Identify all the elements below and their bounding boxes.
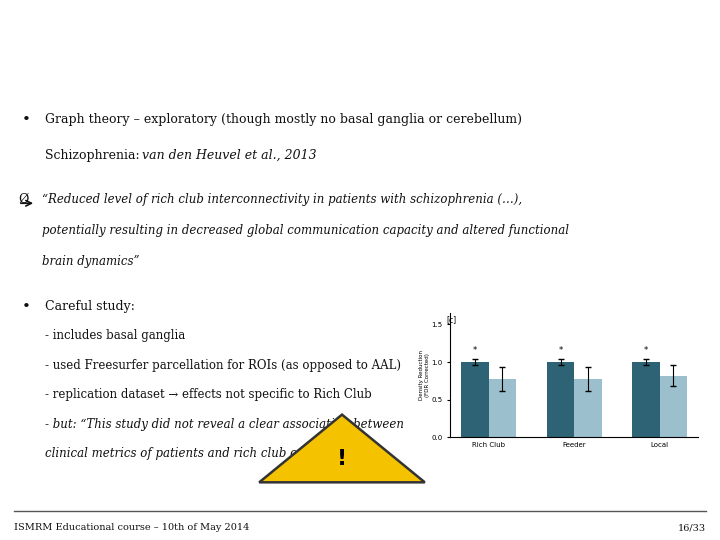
Bar [575, 379, 602, 437]
Text: *: * [473, 346, 477, 355]
Bar [489, 379, 516, 437]
Text: potentially resulting in decreased global communication capacity and altered fun: potentially resulting in decreased globa… [42, 224, 569, 237]
Text: Graph-based approach in schizophrenia: Graph-based approach in schizophrenia [178, 60, 542, 78]
Text: Graph theory – exploratory (though mostly no basal ganglia or cerebellum): Graph theory – exploratory (though mostl… [45, 113, 521, 126]
Text: Schizophrenia:: Schizophrenia: [45, 149, 143, 162]
Polygon shape [259, 415, 425, 482]
Text: - used Freesurfer parcellation for ROIs (as opposed to AAL): - used Freesurfer parcellation for ROIs … [45, 359, 400, 372]
Bar [632, 362, 660, 437]
Text: Resting-state fMRI analysis:: Resting-state fMRI analysis: [231, 21, 489, 39]
Text: [c]: [c] [446, 315, 456, 325]
Text: 16/33: 16/33 [678, 523, 706, 532]
Y-axis label: Density Reduction
(FDR Corrected): Density Reduction (FDR Corrected) [419, 350, 430, 400]
Text: *: * [644, 346, 648, 355]
Bar [660, 376, 687, 437]
Text: van den Heuvel et al., 2013: van den Heuvel et al., 2013 [142, 149, 317, 162]
Text: - replication dataset → effects not specific to Rich Club: - replication dataset → effects not spec… [45, 388, 372, 401]
Bar [546, 362, 575, 437]
Text: •: • [22, 300, 30, 314]
Text: •: • [22, 113, 30, 127]
Text: Careful study:: Careful study: [45, 300, 135, 313]
Text: !: ! [337, 449, 347, 469]
Text: clinical metrics of patients and rich club organization”: clinical metrics of patients and rich cl… [45, 448, 371, 461]
Text: brain dynamics”: brain dynamics” [42, 254, 139, 267]
Text: - includes basal ganglia: - includes basal ganglia [45, 329, 185, 342]
Text: Ø: Ø [18, 193, 28, 206]
Text: - but: “This study did not reveal a clear association between: - but: “This study did not reveal a clea… [45, 418, 404, 431]
Text: FMRIB: FMRIB [14, 69, 54, 79]
Text: *: * [559, 346, 562, 355]
Text: ISMRM Educational course – 10th of May 2014: ISMRM Educational course – 10th of May 2… [14, 523, 250, 532]
Bar [462, 362, 489, 437]
Text: “Reduced level of rich club interconnectivity in patients with schizophrenia (…): “Reduced level of rich club interconnect… [42, 193, 522, 206]
